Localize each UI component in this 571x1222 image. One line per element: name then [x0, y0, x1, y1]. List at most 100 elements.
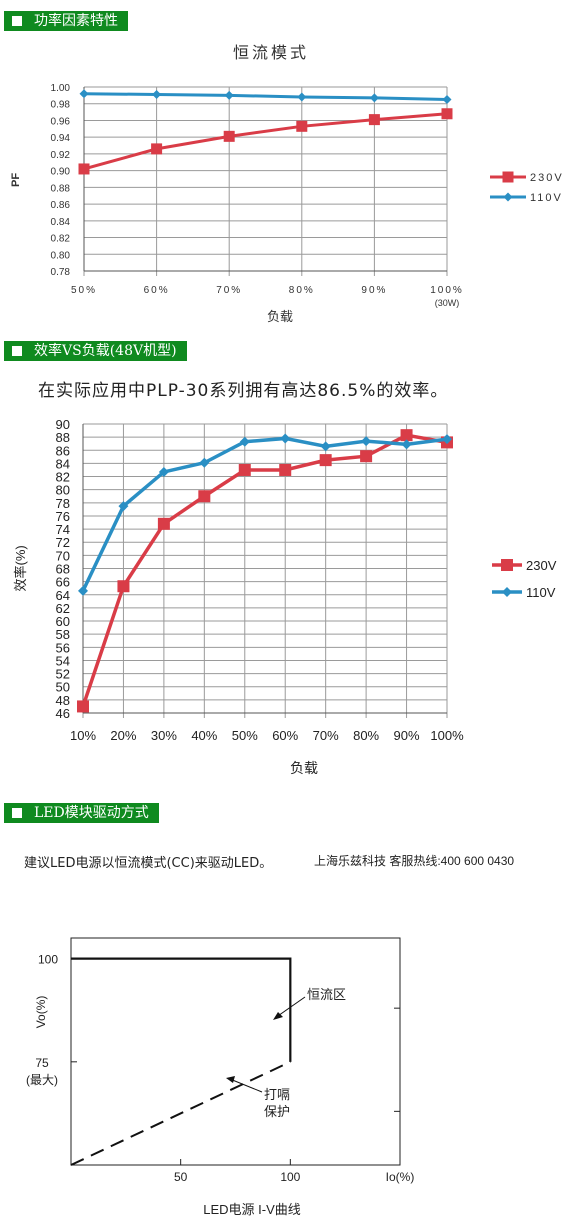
- square-bullet-icon: [12, 808, 22, 818]
- legend-label: 110V: [526, 585, 556, 600]
- led-description: 建议LED电源以恒流模式(CC)来驱动LED。: [24, 856, 273, 871]
- annotation-label: 保护: [264, 1104, 290, 1119]
- hiccup-dashed-line: [70, 1060, 291, 1166]
- x-tick-label: 50%: [71, 285, 97, 296]
- plot-frame: [70, 937, 401, 1166]
- efficiency-chart: 4648505254565860626466687072747678808284…: [13, 417, 557, 776]
- x-tick-label: 40%: [191, 728, 217, 743]
- y-tick-label: 66: [56, 575, 70, 590]
- y-tick-label: 100: [38, 953, 58, 967]
- y-tick-label: 0.90: [51, 167, 71, 178]
- y-axis-label: 效率(%): [13, 545, 28, 591]
- y-axis-label: Vo(%): [34, 996, 48, 1029]
- x-tick-label: 80%: [289, 285, 315, 296]
- y-tick-label: 0.84: [51, 217, 71, 228]
- square-bullet-icon: [12, 16, 22, 26]
- y-tick-label: 84: [56, 456, 70, 471]
- x-tick-label: 80%: [353, 728, 379, 743]
- cc-curve: [71, 957, 292, 1062]
- y-tick-label: 54: [56, 653, 70, 668]
- y-tick-label: 56: [56, 640, 70, 655]
- section-header-led: LED模块驱动方式: [4, 803, 159, 823]
- x-tick-label: 90%: [361, 285, 387, 296]
- series-line: [83, 92, 448, 102]
- diamond-marker: [297, 92, 307, 102]
- diamond-marker: [280, 433, 291, 444]
- y-tick-label: 0.80: [51, 250, 71, 261]
- section-title: 效率VS负载(48V机型): [34, 343, 177, 359]
- square-marker: [319, 454, 332, 467]
- series-line: [81, 433, 448, 707]
- y-tick-label: 75: [35, 1056, 49, 1070]
- diamond-marker: [320, 441, 331, 452]
- x-tick-note: (30W): [435, 298, 460, 308]
- y-tick-label: 0.94: [51, 133, 71, 144]
- diamond-marker: [503, 192, 513, 202]
- x-tick-label: 70%: [216, 285, 242, 296]
- y-tick-label: 62: [56, 601, 70, 616]
- square-marker: [151, 143, 163, 155]
- square-marker: [77, 700, 89, 713]
- y-tick-label: 82: [56, 470, 70, 485]
- y-tick-label: 0.82: [51, 234, 71, 245]
- x-tick-label: 20%: [110, 728, 136, 743]
- y-tick-label: 70: [56, 548, 70, 563]
- y-tick-label: 76: [56, 509, 70, 524]
- y-tick-label: 0.88: [51, 183, 71, 194]
- y-tick-label: 50: [56, 680, 70, 695]
- x-tick-label: 50%: [232, 728, 258, 743]
- y-tick-label: 52: [56, 667, 70, 682]
- square-marker: [400, 429, 413, 442]
- square-marker: [279, 463, 292, 476]
- diamond-marker: [361, 436, 372, 447]
- y-tick-label: 74: [56, 522, 70, 537]
- diamond-marker: [79, 89, 89, 99]
- annotation-label: 恒流区: [307, 987, 346, 1002]
- diamond-marker: [118, 501, 129, 512]
- x-tick-label: 90%: [394, 728, 420, 743]
- x-axis-label: Io(%): [386, 1170, 415, 1184]
- diamond-marker: [401, 439, 412, 450]
- y-tick-label: 86: [56, 443, 70, 458]
- square-marker: [223, 130, 235, 142]
- pf-chart: 恒流模式 0.78 0.80 0.82 0.84 0.86 0.88 0.90 0.92 0.94…: [10, 44, 563, 324]
- y-tick-label: 64: [56, 588, 70, 603]
- diamond-marker: [78, 585, 88, 596]
- legend-label: 110V: [530, 192, 563, 204]
- diamond-marker: [369, 93, 379, 103]
- square-marker: [198, 490, 211, 503]
- y-tick-label: 0.92: [51, 150, 71, 161]
- x-tick-label: 60%: [272, 728, 298, 743]
- y-tick-label: 68: [56, 562, 70, 577]
- square-marker: [296, 120, 308, 132]
- x-tick-label: 70%: [313, 728, 339, 743]
- legend-label: 230V: [526, 558, 557, 573]
- diamond-marker: [502, 587, 512, 597]
- annotation-label: 打嗝: [264, 1087, 290, 1102]
- y-tick-label: 0.86: [51, 200, 71, 211]
- chart-caption: LED电源 I-V曲线: [203, 1202, 301, 1217]
- y-tick-label: 0.98: [51, 100, 71, 111]
- square-marker: [157, 517, 170, 530]
- square-marker: [441, 108, 453, 120]
- arrow-icon: [273, 1012, 283, 1020]
- y-tick-note: (最大): [26, 1073, 58, 1087]
- section-header-pf: 功率因素特性: [4, 11, 128, 31]
- square-marker: [117, 580, 130, 593]
- y-tick-label: 80: [56, 483, 70, 498]
- y-tick-label: 46: [56, 706, 70, 721]
- chart-title: 恒流模式: [233, 44, 309, 62]
- y-tick-label: 78: [56, 496, 70, 511]
- x-tick-label: 100%: [430, 285, 464, 296]
- square-marker: [502, 171, 514, 183]
- x-tick-label: 50: [174, 1170, 188, 1184]
- y-tick-label: 88: [56, 430, 70, 445]
- square-marker: [78, 163, 90, 175]
- diamond-marker: [152, 90, 162, 100]
- efficiency-description: 在实际应用中PLP-30系列拥有高达86.5%的效率。: [38, 381, 449, 401]
- y-tick-label: 1.00: [51, 83, 71, 94]
- diamond-marker: [158, 466, 169, 477]
- x-tick-label: 30%: [151, 728, 177, 743]
- y-axis-label: PF: [10, 173, 22, 187]
